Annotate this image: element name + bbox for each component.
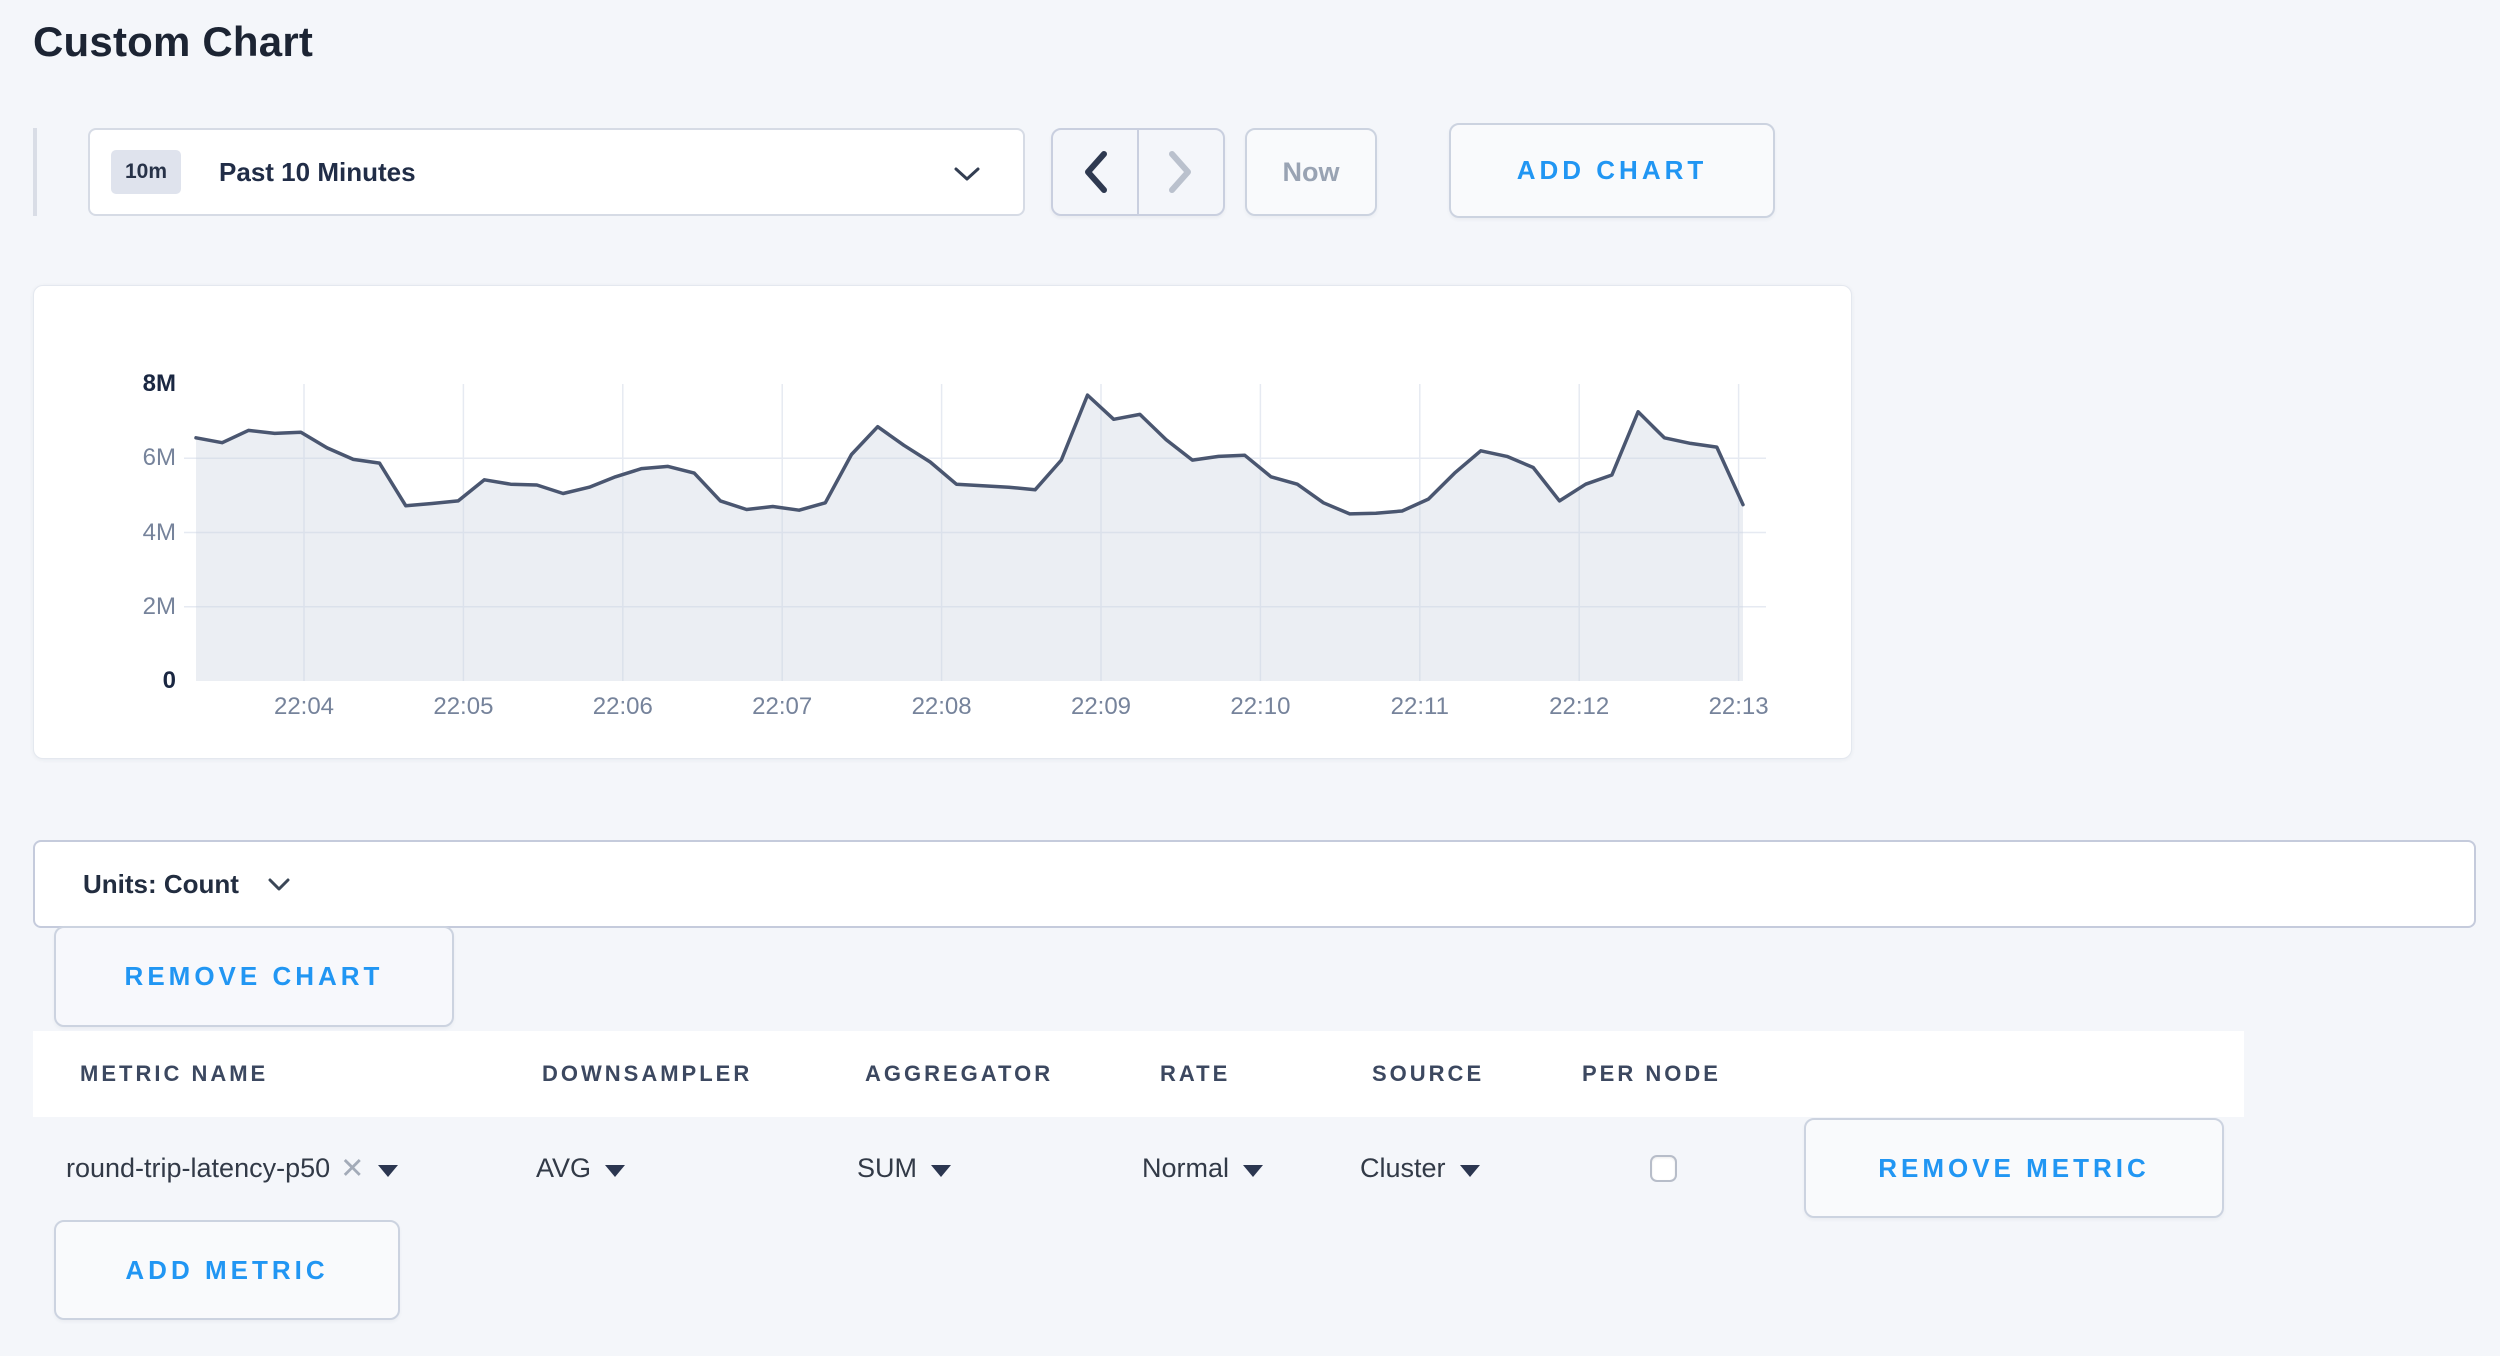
- x-axis-label: 22:12: [1549, 693, 1610, 720]
- downsampler-value: AVG: [536, 1153, 592, 1183]
- aggregator-value: SUM: [857, 1153, 917, 1183]
- x-axis-label: 22:08: [911, 693, 972, 720]
- y-axis-label: 0: [162, 667, 176, 694]
- x-axis-label: 22:07: [752, 693, 813, 720]
- clear-metric-icon[interactable]: ✕: [340, 1153, 365, 1185]
- x-axis-label: 22:04: [273, 693, 335, 720]
- x-axis-label: 22:05: [433, 693, 494, 720]
- chart-card: 8M 6M 4M 2M 0 22:04 22:05 22:06 22:07 22:08 22:09…: [33, 285, 1852, 759]
- metric-row: round-trip-latency-p50 ✕ AVG SUM Normal …: [33, 1117, 2244, 1220]
- col-header-source: SOURCE: [1372, 1061, 1485, 1086]
- time-scale-badge: 10m: [111, 150, 182, 194]
- series-line: [194, 393, 1745, 516]
- add-metric-button[interactable]: ADD METRIC: [54, 1220, 400, 1320]
- now-button[interactable]: Now: [1245, 128, 1377, 216]
- caret-down-icon: [931, 1164, 951, 1177]
- caret-down-icon: [605, 1164, 626, 1177]
- x-axis-label: 22:13: [1708, 693, 1769, 720]
- y-axis-label: 4M: [142, 518, 176, 546]
- caret-down-icon: [1459, 1164, 1480, 1177]
- y-axis-label: 6M: [142, 444, 176, 472]
- chevron-down-icon: [267, 877, 291, 892]
- caret-down-icon: [378, 1164, 399, 1177]
- rate-select[interactable]: Normal: [1142, 1117, 1264, 1220]
- time-window-label: Past 10 Minutes: [219, 156, 416, 187]
- source-value: Cluster: [1360, 1153, 1446, 1183]
- remove-chart-button[interactable]: REMOVE CHART: [54, 926, 454, 1027]
- units-label: Units: Count: [83, 868, 239, 899]
- downsampler-select[interactable]: AVG: [536, 1117, 626, 1220]
- col-header-metric-name: METRIC NAME: [80, 1061, 269, 1086]
- chevron-left-icon: [1081, 149, 1109, 195]
- caret-down-icon: [1243, 1164, 1264, 1177]
- col-header-rate: RATE: [1160, 1061, 1231, 1086]
- step-forward-button[interactable]: [1137, 130, 1223, 214]
- aggregator-select[interactable]: SUM: [857, 1117, 951, 1220]
- col-header-per-node: PER NODE: [1582, 1061, 1721, 1086]
- x-axis-label: 22:06: [592, 693, 653, 720]
- x-axis-label: 22:10: [1230, 693, 1291, 720]
- timeseries-area-chart: [184, 384, 1766, 681]
- time-window-dropdown[interactable]: 10m Past 10 Minutes: [88, 128, 1025, 216]
- metric-name-select[interactable]: round-trip-latency-p50 ✕: [66, 1117, 399, 1220]
- col-header-aggregator: AGGREGATOR: [865, 1061, 1054, 1086]
- time-step-button-group: [1051, 128, 1225, 216]
- per-node-checkbox[interactable]: [1650, 1155, 1677, 1182]
- source-select[interactable]: Cluster: [1360, 1117, 1480, 1220]
- units-dropdown[interactable]: Units: Count: [33, 840, 2476, 928]
- chevron-down-icon: [953, 166, 981, 183]
- metrics-table-header: METRIC NAME DOWNSAMPLER AGGREGATOR RATE …: [33, 1031, 2244, 1117]
- rate-value: Normal: [1142, 1153, 1230, 1183]
- add-chart-button[interactable]: ADD CHART: [1449, 123, 1775, 218]
- x-axis-label: 22:09: [1070, 693, 1132, 720]
- step-back-button[interactable]: [1053, 130, 1137, 214]
- col-header-downsampler: DOWNSAMPLER: [542, 1061, 753, 1086]
- remove-metric-button[interactable]: REMOVE METRIC: [1804, 1118, 2224, 1218]
- chevron-right-icon: [1167, 149, 1195, 195]
- x-axis-label: 22:11: [1390, 693, 1449, 720]
- toolbar-divider: [33, 128, 37, 216]
- metric-name-value: round-trip-latency-p50: [66, 1153, 331, 1183]
- series-area: [196, 395, 1743, 681]
- y-axis-label: 2M: [142, 592, 176, 620]
- page-title: Custom Chart: [33, 18, 314, 65]
- y-axis-label: 8M: [142, 370, 176, 397]
